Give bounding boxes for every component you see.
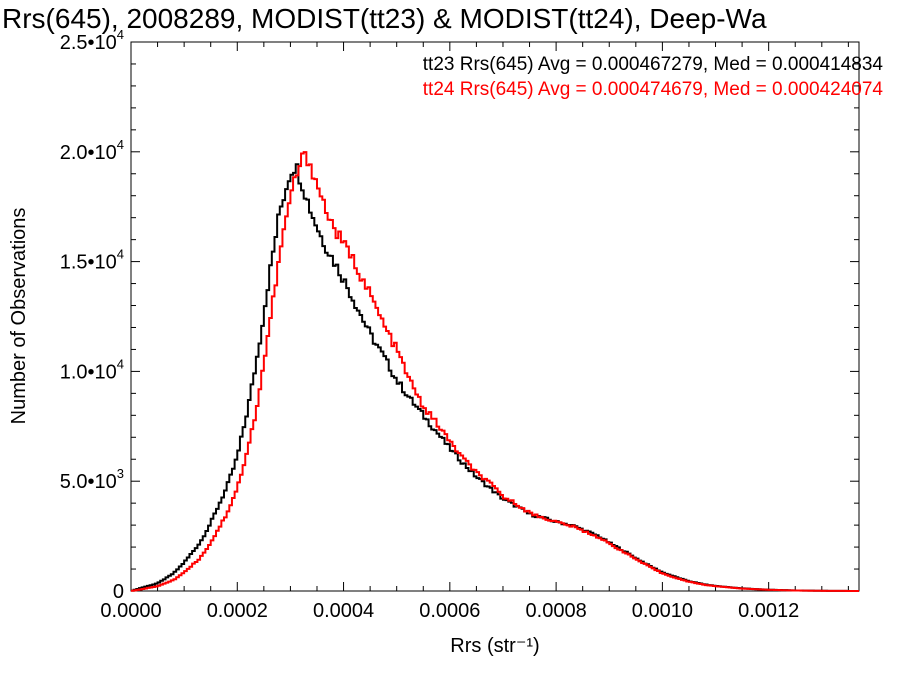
y-tick-label: 5.0•103 [60,466,124,493]
chart-title: Rrs(645), 2008289, MODIST(tt23) & MODIST… [2,3,767,34]
series-tt23-histogram [131,163,859,592]
y-tick-label: 0 [113,581,124,603]
x-tick-label: 0.0010 [632,600,693,622]
x-tick-label: 0.0000 [100,600,161,622]
x-tick-label: 0.0004 [313,600,374,622]
legend-tt24: tt24 Rrs(645) Avg = 0.000474679, Med = 0… [423,79,884,100]
x-tick-label: 0.0012 [738,600,799,622]
series-layer [131,151,859,592]
y-tick-label: 1.0•104 [60,356,124,383]
plot-frame [130,41,860,592]
x-tick-label: 0.0002 [207,600,268,622]
y-tick-label: 1.5•104 [60,247,124,274]
series-tt24-histogram [131,151,859,592]
x-tick-label: 0.0008 [526,600,587,622]
x-axis-label: Rrs (str⁻¹) [450,635,539,657]
y-axis: 0 5.0•103 1.0•104 1.5•104 2.0•104 2.5•104 [60,27,859,603]
y-axis-label: Number of Observations [8,208,30,425]
y-tick-label: 2.0•104 [60,137,124,164]
x-axis: 0.0000 0.0002 0.0004 0.0006 0.0008 0.0010 0.00… [100,42,849,622]
y-tick-label: 2.5•104 [60,27,124,54]
x-tick-label: 0.0006 [419,600,480,622]
legend-tt23: tt23 Rrs(645) Avg = 0.000467279, Med = 0… [423,54,884,75]
